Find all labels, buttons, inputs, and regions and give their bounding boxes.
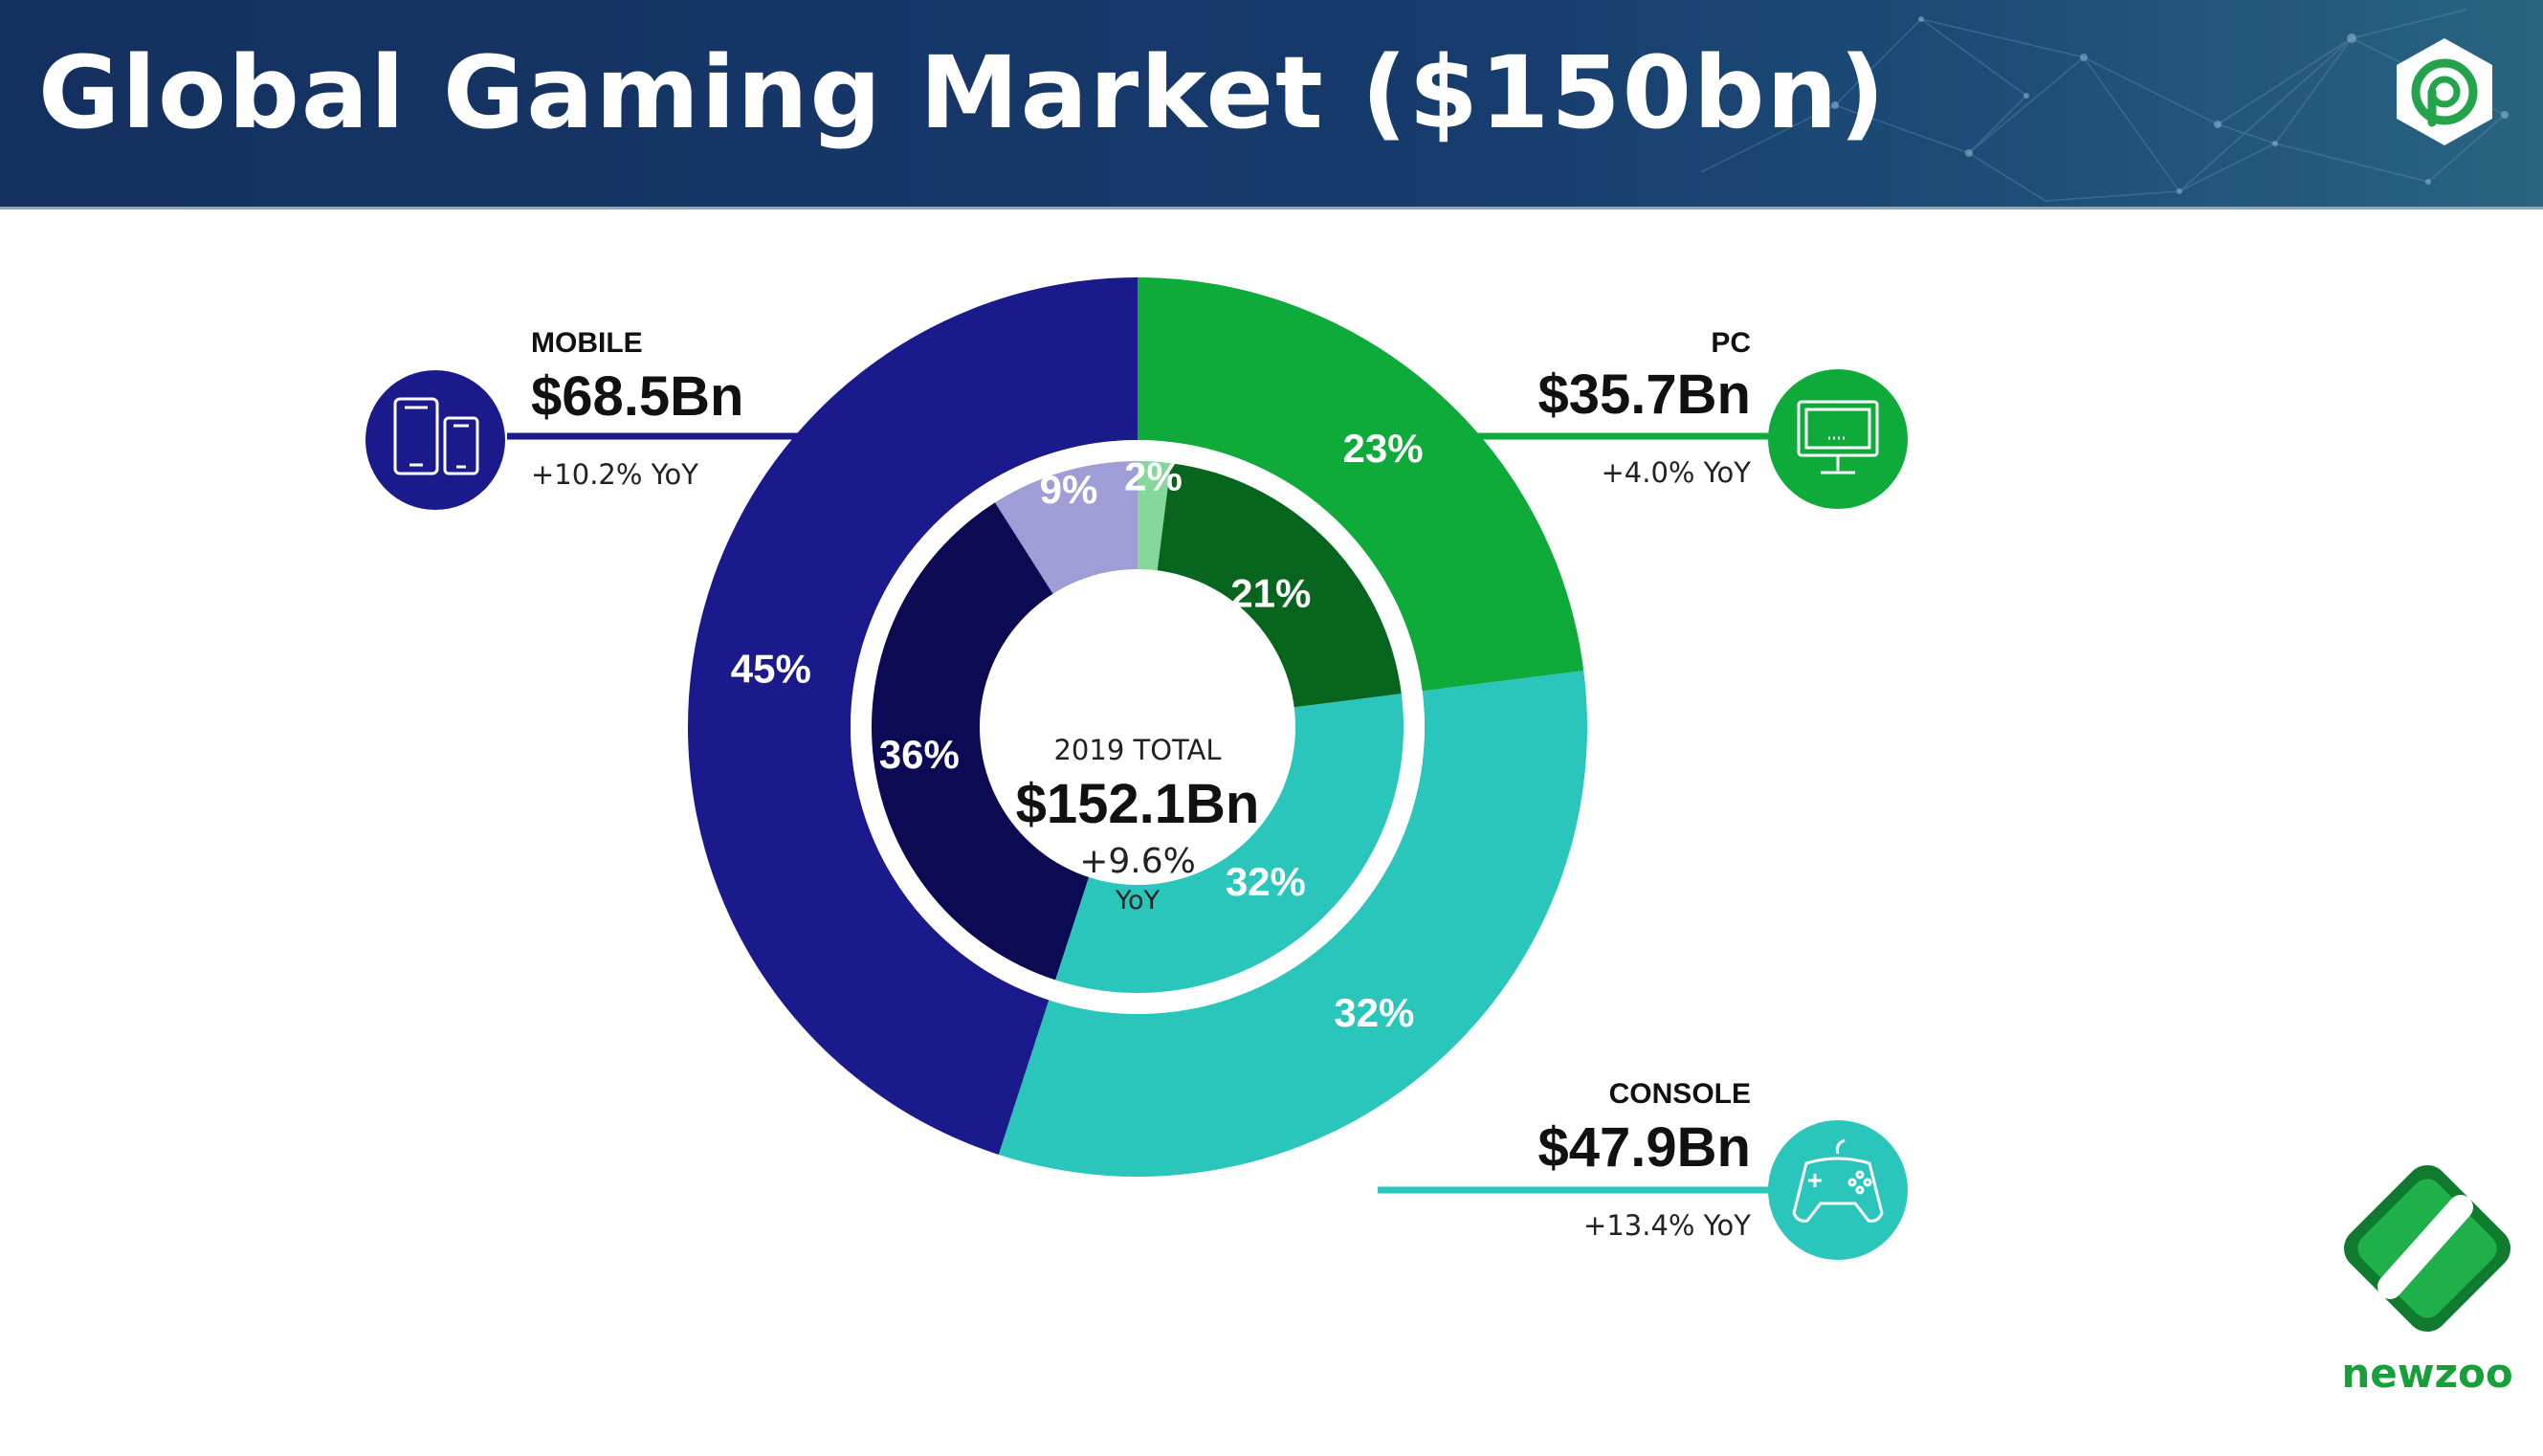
console-label: CONSOLE [1609, 1078, 1751, 1110]
pc-label: PC [1711, 327, 1751, 359]
inner-ring-label-mobile-light: 9% [1040, 467, 1098, 512]
inner-ring-label-console: 32% [1226, 859, 1306, 904]
donut-center-hole [980, 569, 1295, 885]
console-growth: +13.4% YoY [1583, 1209, 1751, 1242]
outer-ring-label-console: 32% [1334, 990, 1414, 1035]
newzoo-wordmark: newzoo [2341, 1350, 2512, 1397]
center-growth-unit: YoY [1115, 886, 1160, 916]
page-title: Global Gaming Market ($150bn) [38, 34, 1887, 151]
mobile-label: MOBILE [531, 327, 643, 359]
brand-badge-icon [2397, 38, 2492, 145]
outer-ring-slice-console [998, 671, 1588, 1178]
monitor-icon [1797, 400, 1879, 474]
console-value: $47.9Bn [1538, 1116, 1751, 1179]
outer-ring-slice-mobile [687, 277, 1138, 1155]
console-icon-circle [1768, 1120, 1908, 1260]
pc-growth: +4.0% YoY [1601, 456, 1751, 489]
inner-ring-label-pc-light: 2% [1124, 454, 1183, 499]
percentage-labels: 23% 32% 45% 2% 21% 32% 36% 9% [731, 426, 1424, 1035]
newzoo-logo: newzoo [2341, 1164, 2513, 1397]
gamepad-icon [1792, 1138, 1884, 1223]
outer-ring-slice-pc [1138, 277, 1584, 692]
mobile-icon-circle [365, 370, 505, 510]
mobile-value: $68.5Bn [531, 365, 743, 428]
outer-ring-label-mobile: 45% [731, 646, 811, 691]
center-growth: +9.6% [1079, 842, 1196, 881]
center-total-label: 2019 TOTAL [1053, 734, 1221, 766]
mobile-devices-icon [393, 397, 479, 475]
pc-value: $35.7Bn [1538, 364, 1751, 426]
outer-ring-label-pc: 23% [1343, 426, 1424, 471]
inner-ring-label-pc-dark: 21% [1230, 571, 1311, 616]
mobile-growth: +10.2% YoY [531, 458, 698, 491]
inner-ring-label-mobile-dark: 36% [879, 732, 960, 777]
network-pattern-decoration [1700, 9, 2509, 202]
header-banner: Global Gaming Market ($150bn) [0, 0, 2543, 210]
center-total-value: $152.1Bn [1016, 773, 1260, 835]
inner-ring [872, 461, 1404, 993]
